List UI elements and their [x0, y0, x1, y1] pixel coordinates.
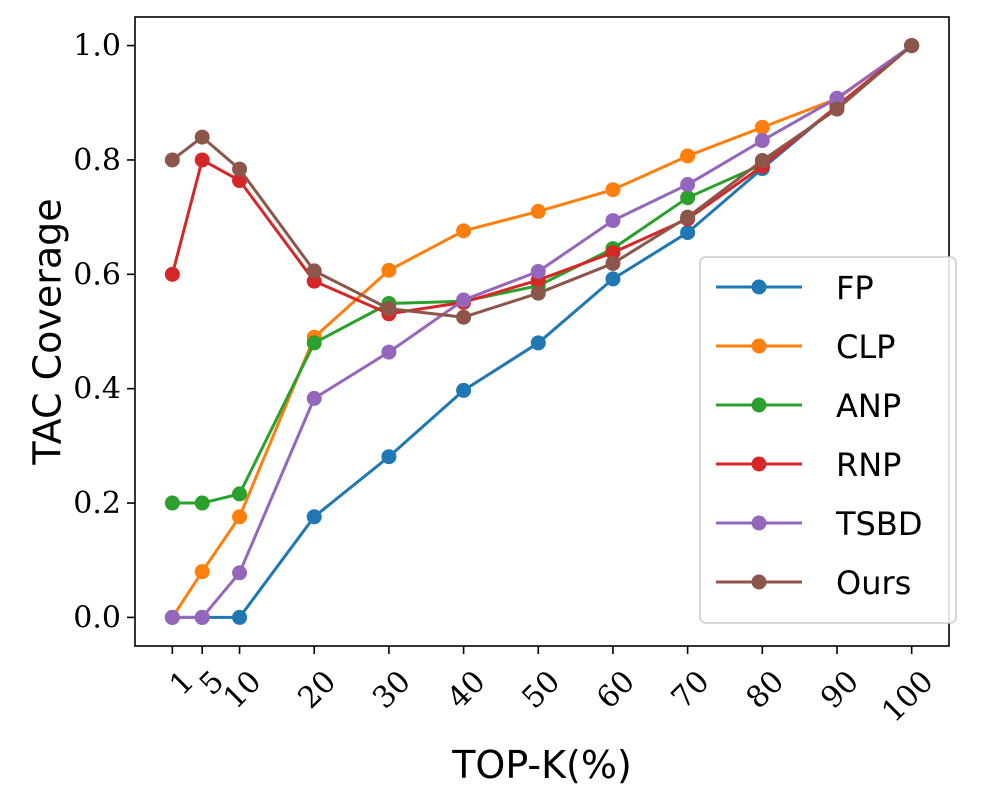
legend-item-clp: CLP	[716, 328, 895, 366]
data-point	[680, 148, 696, 164]
data-point	[306, 273, 322, 289]
y-tick-label: 0.6	[73, 257, 121, 292]
data-point	[680, 177, 696, 193]
data-point	[194, 495, 210, 511]
data-point	[530, 335, 546, 351]
data-point	[381, 262, 397, 278]
data-point	[680, 190, 696, 206]
data-point	[232, 486, 248, 502]
data-point	[381, 449, 397, 465]
legend-item-fp: FP	[716, 269, 874, 307]
y-tick-label: 1.0	[73, 29, 121, 64]
data-point	[232, 609, 248, 625]
legend-item-rnp: RNP	[716, 446, 901, 484]
data-point	[456, 292, 472, 308]
y-axis-title: TAC Coverage	[26, 198, 70, 465]
legend-label: Ours	[836, 564, 911, 602]
legend-item-tsbd: TSBD	[716, 505, 922, 543]
x-tick-label: 60	[590, 664, 642, 716]
legend-marker	[751, 338, 767, 354]
legend-label: RNP	[836, 446, 901, 484]
legend-box	[699, 256, 957, 624]
series-layer	[164, 38, 920, 625]
data-point	[754, 119, 770, 135]
legend-label: CLP	[836, 328, 895, 366]
data-point	[164, 609, 180, 625]
data-point	[232, 161, 248, 177]
legend-marker	[751, 279, 767, 295]
data-point	[306, 509, 322, 525]
legend-label: ANP	[836, 387, 901, 425]
data-point	[164, 152, 180, 168]
data-point	[456, 382, 472, 398]
x-tick-label: 20	[291, 664, 343, 716]
data-point	[306, 335, 322, 351]
legend-item-ours: Ours	[716, 564, 911, 602]
legend-marker	[751, 397, 767, 413]
data-point	[754, 133, 770, 149]
data-point	[381, 301, 397, 317]
y-tick-label: 0.0	[73, 600, 121, 635]
data-point	[680, 225, 696, 241]
series-ours	[164, 38, 920, 325]
legend: FP CLP ANP RNP TSBD Ours	[699, 256, 957, 624]
data-point	[680, 209, 696, 225]
x-tick-label: 80	[739, 664, 791, 716]
data-point	[829, 101, 845, 117]
data-point	[530, 263, 546, 279]
data-point	[904, 38, 920, 54]
data-point	[306, 263, 322, 279]
data-point	[194, 564, 210, 580]
series-line-ours	[171, 44, 913, 319]
data-point	[232, 565, 248, 581]
x-tick-label: 70	[665, 664, 717, 716]
y-tick-label: 0.4	[73, 372, 121, 407]
data-point	[164, 495, 180, 511]
data-point	[381, 344, 397, 360]
x-tick-label: 10	[217, 664, 269, 716]
legend-label: TSBD	[835, 505, 922, 543]
legend-marker	[751, 456, 767, 472]
y-tick-label: 0.8	[73, 143, 121, 178]
x-tick-label: 40	[441, 664, 493, 716]
legend-marker	[751, 574, 767, 590]
x-axis-title: TOP-K(%)	[451, 743, 632, 787]
legend-item-anp: ANP	[716, 387, 901, 425]
series-line-clp	[171, 44, 913, 619]
data-point	[232, 509, 248, 525]
x-tick-label: 50	[515, 664, 567, 716]
data-point	[605, 245, 621, 261]
data-point	[530, 285, 546, 301]
x-tick-label: 1	[163, 664, 201, 702]
legend-marker	[751, 515, 767, 531]
x-tick-label: 30	[366, 664, 418, 716]
data-point	[605, 271, 621, 287]
data-point	[456, 223, 472, 239]
data-point	[754, 153, 770, 169]
data-point	[456, 309, 472, 325]
x-tick-label: 90	[814, 664, 866, 716]
data-point	[829, 90, 845, 106]
data-point	[605, 213, 621, 229]
legend-label: FP	[836, 269, 874, 307]
series-line-tsbd	[172, 44, 913, 619]
data-point	[194, 152, 210, 168]
y-tick-label: 0.2	[73, 486, 121, 521]
data-point	[194, 129, 210, 145]
x-tick-label: 100	[875, 664, 940, 729]
data-point	[605, 255, 621, 271]
data-point	[306, 390, 322, 406]
data-point	[194, 609, 210, 625]
data-point	[232, 173, 248, 189]
data-point	[164, 266, 180, 282]
data-point	[530, 203, 546, 219]
data-point	[605, 182, 621, 198]
